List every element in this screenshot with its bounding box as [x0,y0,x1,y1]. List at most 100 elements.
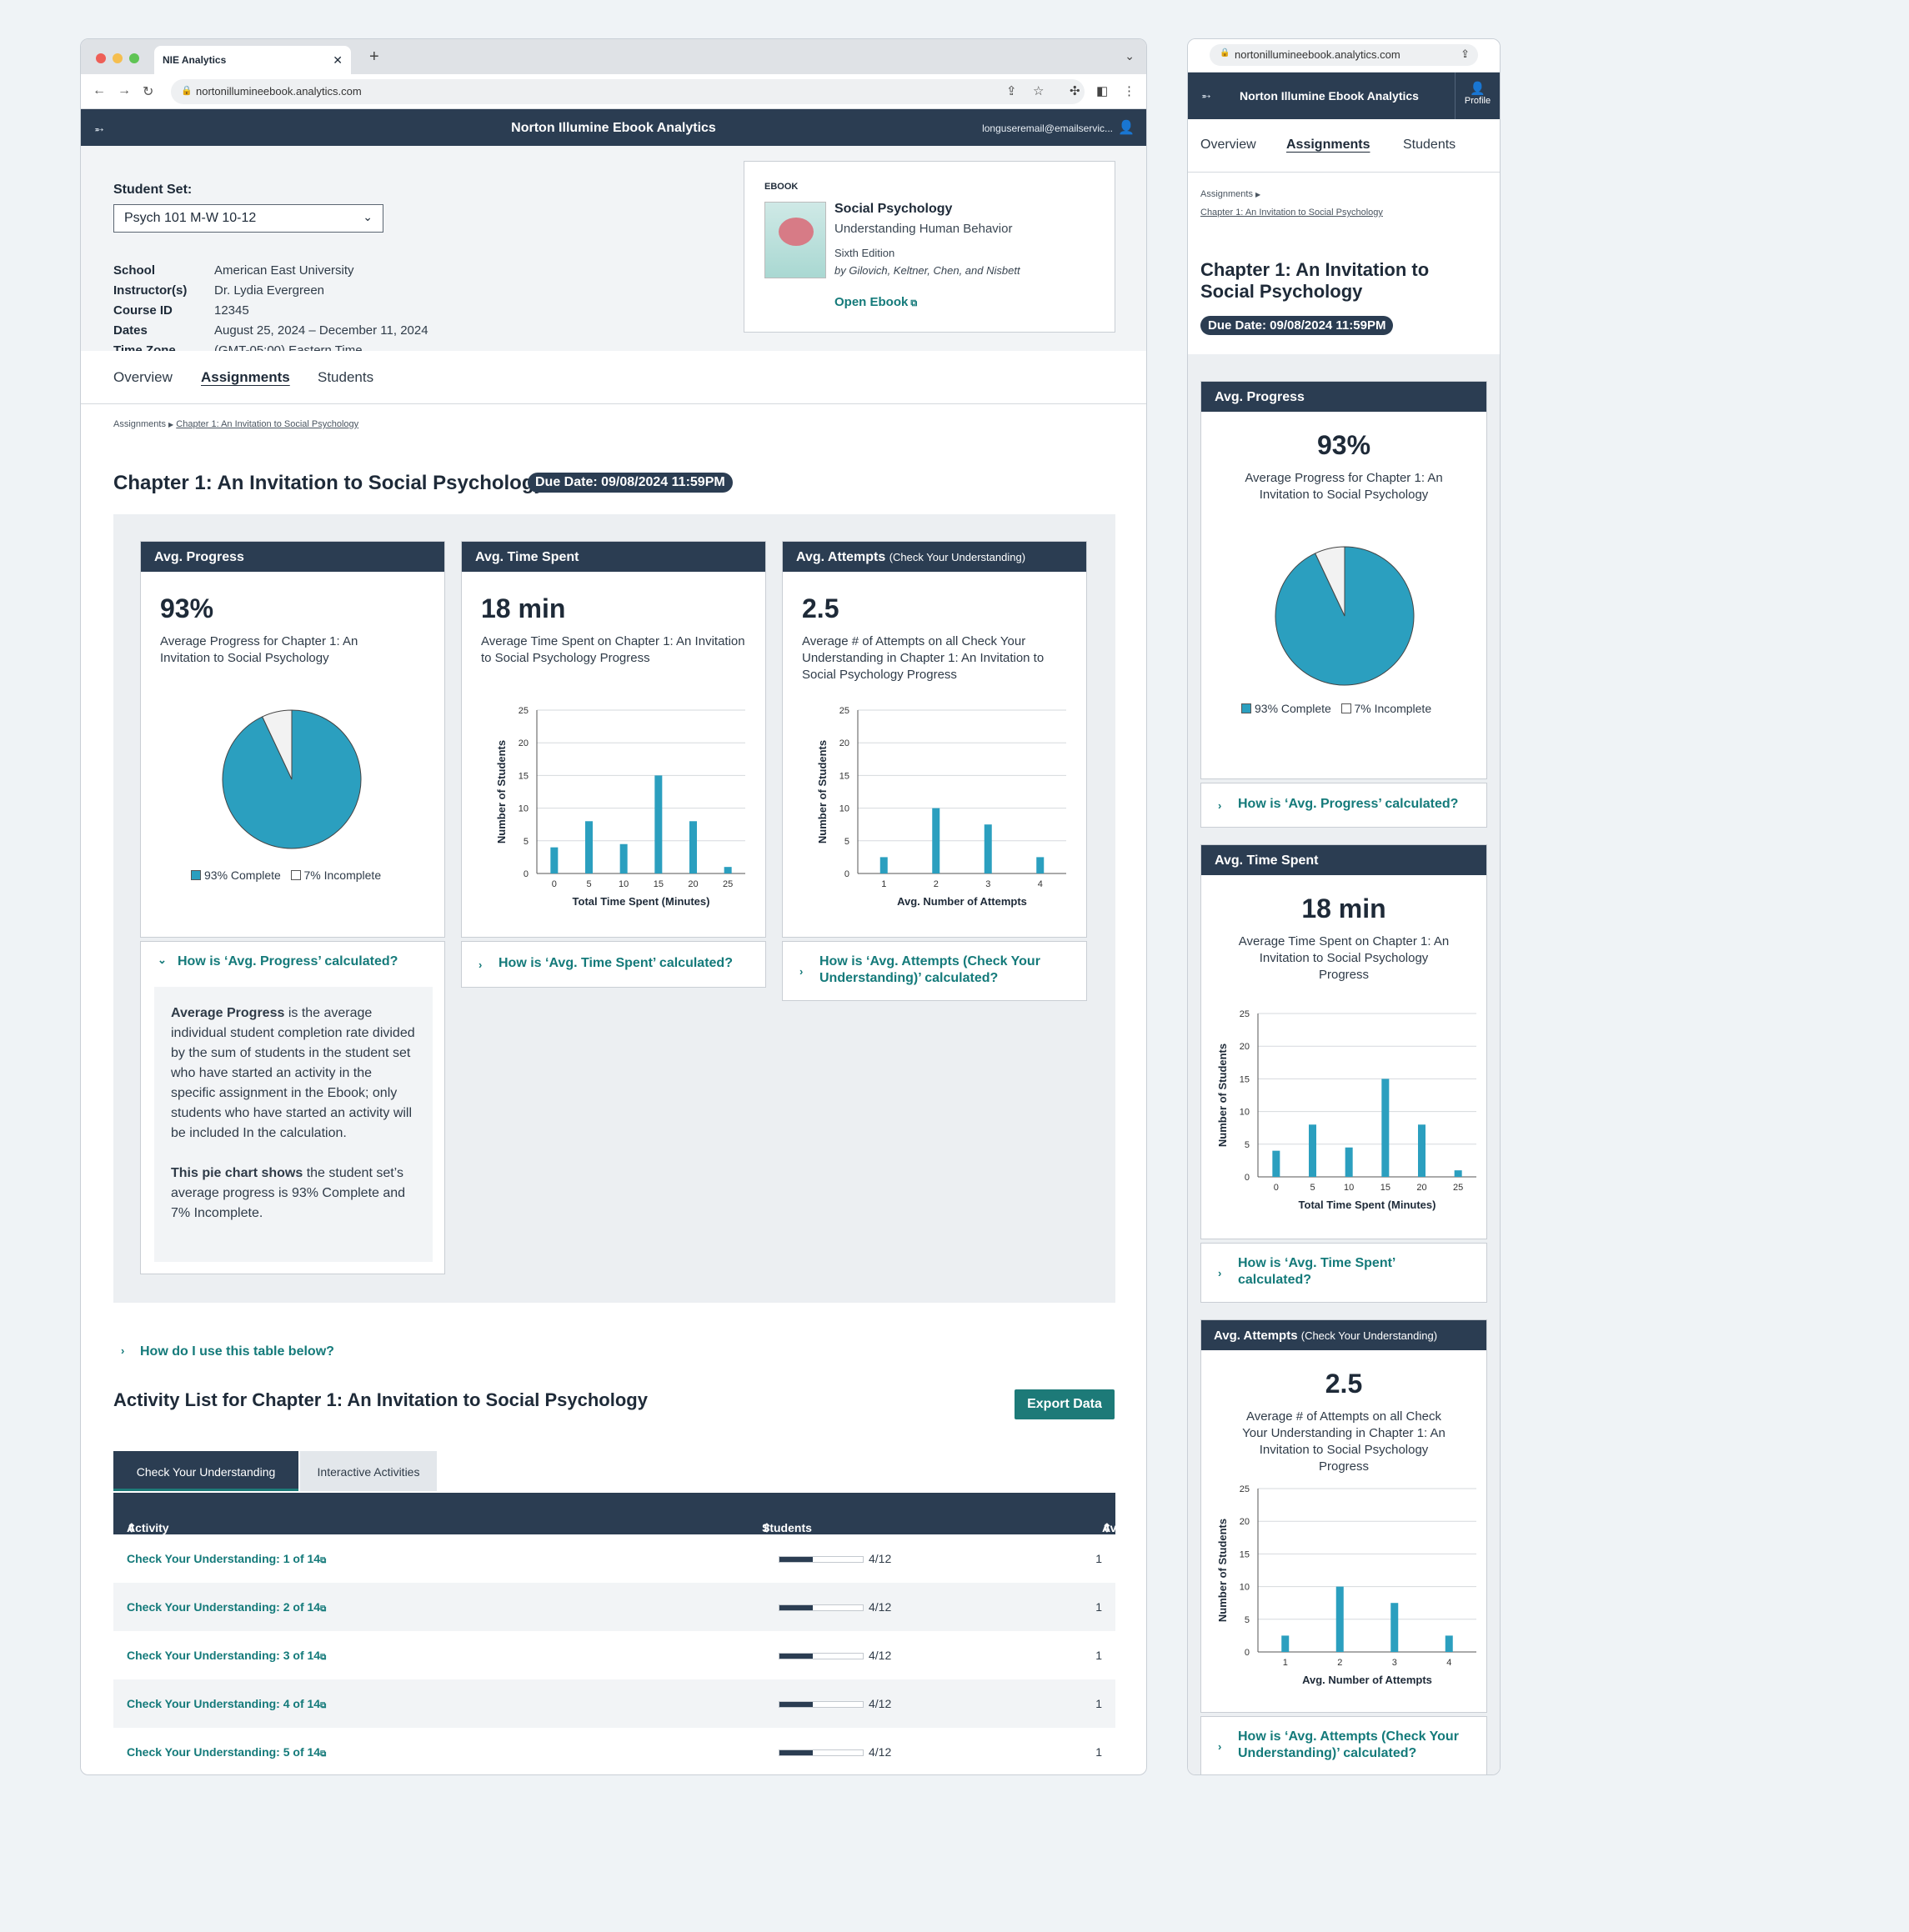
mobile-avg-attempts-how-line1: How is ‘Avg. Attempts (Check Your [1238,1729,1459,1744]
avg-attempts-how-line1: How is ‘Avg. Attempts (Check Your [819,954,1040,969]
tab-overview[interactable]: Overview [1200,138,1256,152]
back-arrow-icon[interactable]: ← [93,83,106,98]
tab-assignments[interactable]: Assignments [1286,138,1370,152]
user-icon[interactable]: 👤 [1118,121,1135,135]
mobile-avg-attempts-how[interactable]: › How is ‘Avg. Attempts (Check Your Unde… [1200,1716,1487,1774]
activity-link[interactable]: Check Your Understanding: 5 of 14⧉ [127,1745,326,1759]
activity-link[interactable]: Check Your Understanding: 1 of 14⧉ [127,1552,326,1565]
avg-attempts-value: 1 [1095,1745,1102,1759]
book-cover-image [764,202,826,278]
tab-overview[interactable]: Overview [113,369,173,385]
norton-logo-icon[interactable]: ➵ [1201,89,1211,103]
ebook-edition: Sixth Edition [834,247,895,259]
breadcrumb-root[interactable]: Assignments [113,419,166,429]
minimize-window-icon[interactable] [113,53,123,63]
x-tick-label: 0 [1274,1183,1279,1193]
forward-arrow-icon[interactable]: → [118,83,131,98]
share-icon[interactable]: ⇪ [1006,84,1017,98]
bar [1281,1635,1290,1652]
maximize-window-icon[interactable] [129,53,139,63]
tab-list-chevron-icon[interactable]: ⌄ [1125,49,1135,63]
browser-menu-icon[interactable]: ⋮ [1123,84,1135,98]
activity-link[interactable]: Check Your Understanding: 3 of 14⧉ [127,1649,326,1662]
new-tab-icon[interactable]: + [369,48,379,66]
chevron-down-icon: ⌄ [363,210,373,223]
norton-logo-icon[interactable]: ➵ [94,123,104,136]
avg-time-value: 18 min [481,593,566,623]
explain-term-1: Average Progress [171,1006,285,1020]
profile-label: Profile [1464,96,1491,106]
avg-attempts-value: 1 [1095,1552,1102,1565]
mobile-attempts-desc-line3: Invitation to Social Psychology [1259,1443,1429,1457]
avg-attempts-how[interactable]: › How is ‘Avg. Attempts (Check Your Unde… [782,941,1087,1001]
y-tick-label: 10 [839,804,849,814]
bar [1445,1635,1453,1652]
activity-name: Check Your Understanding: 5 of 14 [127,1745,321,1759]
tab-interactive-activities[interactable]: Interactive Activities [300,1451,437,1491]
avg-progress-header: Avg. Progress [141,542,444,572]
avg-progress-how-toggle[interactable]: How is ‘Avg. Progress’ calculated? [178,954,398,969]
user-email[interactable]: longuseremail@emailservic... [982,123,1113,134]
mobile-progress-pie-chart [1275,546,1415,686]
y-axis-title: Number of Students [495,740,508,843]
close-tab-icon[interactable]: ✕ [333,53,343,67]
y-tick-label: 5 [1245,1615,1250,1625]
export-data-button[interactable]: Export Data [1015,1389,1115,1419]
x-tick-label: 15 [1380,1183,1390,1193]
breadcrumb-current-link[interactable]: Chapter 1: An Invitation to Social Psych… [1200,208,1383,218]
activity-name: Check Your Understanding: 4 of 14 [127,1697,321,1710]
reload-icon[interactable]: ↻ [143,85,154,99]
browser-tab[interactable]: NIE Analytics ✕ [154,46,351,74]
tab-students[interactable]: Students [318,369,374,385]
x-tick-label: 2 [1337,1658,1342,1668]
open-ebook-link[interactable]: Open Ebook ⧉ [834,295,917,309]
avg-time-description: Average Time Spent on Chapter 1: An Invi… [481,634,745,665]
x-tick-label: 20 [1416,1183,1426,1193]
bar [1272,1150,1280,1177]
activity-link[interactable]: Check Your Understanding: 4 of 14⧉ [127,1697,326,1710]
address-bar[interactable]: 🔒 nortonillumineebook.analytics.com [171,79,1085,104]
mobile-avg-time-how-line1: How is ‘Avg. Time Spent’ [1238,1256,1396,1270]
close-window-icon[interactable] [96,53,106,63]
bar [879,857,888,873]
lock-icon: 🔒 [181,86,193,96]
ebook-card: EBOOK Social Psychology Understanding Hu… [744,161,1115,333]
tab-assignments[interactable]: Assignments [201,369,290,385]
completion-bar [779,1653,864,1659]
tab-students[interactable]: Students [1403,138,1456,152]
breadcrumb-root[interactable]: Assignments [1200,189,1253,199]
share-icon[interactable]: ⇪ [1461,48,1470,60]
breadcrumb-current[interactable]: Chapter 1: An Invitation to Social Psych… [176,419,359,429]
mobile-avg-progress-header: Avg. Progress [1201,382,1486,412]
x-tick-label: 25 [723,879,733,889]
tab-check-your-understanding[interactable]: Check Your Understanding [113,1451,298,1491]
activity-link[interactable]: Check Your Understanding: 2 of 14⧉ [127,1600,326,1614]
legend-incomplete-swatch [1340,703,1351,713]
pie-slice-incomplete [1314,546,1345,617]
mobile-avg-attempts-value: 2.5 [1325,1369,1363,1399]
x-tick-label: 25 [1453,1183,1463,1193]
mobile-avg-progress-how[interactable]: › How is ‘Avg. Progress’ calculated? [1200,783,1487,828]
bookmark-star-icon[interactable]: ☆ [1033,84,1045,98]
bar [1454,1170,1462,1177]
avg-attempts-value: 1 [1095,1697,1102,1710]
x-axis-title: Total Time Spent (Minutes) [573,895,710,908]
avg-attempts-card: Avg. Attempts (Check Your Understanding)… [782,541,1087,938]
table-help-link[interactable]: How do I use this table below? [140,1344,334,1359]
profile-button[interactable]: 👤 Profile [1455,73,1500,119]
avg-time-how[interactable]: › How is ‘Avg. Time Spent’ calculated? [461,941,766,988]
x-tick-label: 2 [934,879,939,889]
y-tick-label: 20 [1240,1517,1250,1527]
avg-attempts-note: (Check Your Understanding) [889,551,1026,563]
avg-attempts-header: Avg. Attempts (Check Your Understanding) [783,542,1086,572]
mobile-address-bar[interactable]: 🔒 nortonillumineebook.analytics.com ⇪ [1210,44,1478,66]
extensions-icon[interactable]: ✣ [1070,84,1080,98]
due-date-badge: Due Date: 09/08/2024 11:59PM [528,473,733,493]
student-set-select[interactable]: Psych 101 M-W 10-12 ⌄ [113,204,383,233]
completion-bar [779,1749,864,1756]
mobile-avg-time-how[interactable]: › How is ‘Avg. Time Spent’ calculated? [1200,1243,1487,1303]
sidepanel-icon[interactable]: ◧ [1096,84,1109,98]
bar [1418,1124,1425,1177]
chevron-down-icon[interactable]: ⌄ [158,953,167,966]
explain-term-2: This pie chart shows [171,1166,303,1180]
